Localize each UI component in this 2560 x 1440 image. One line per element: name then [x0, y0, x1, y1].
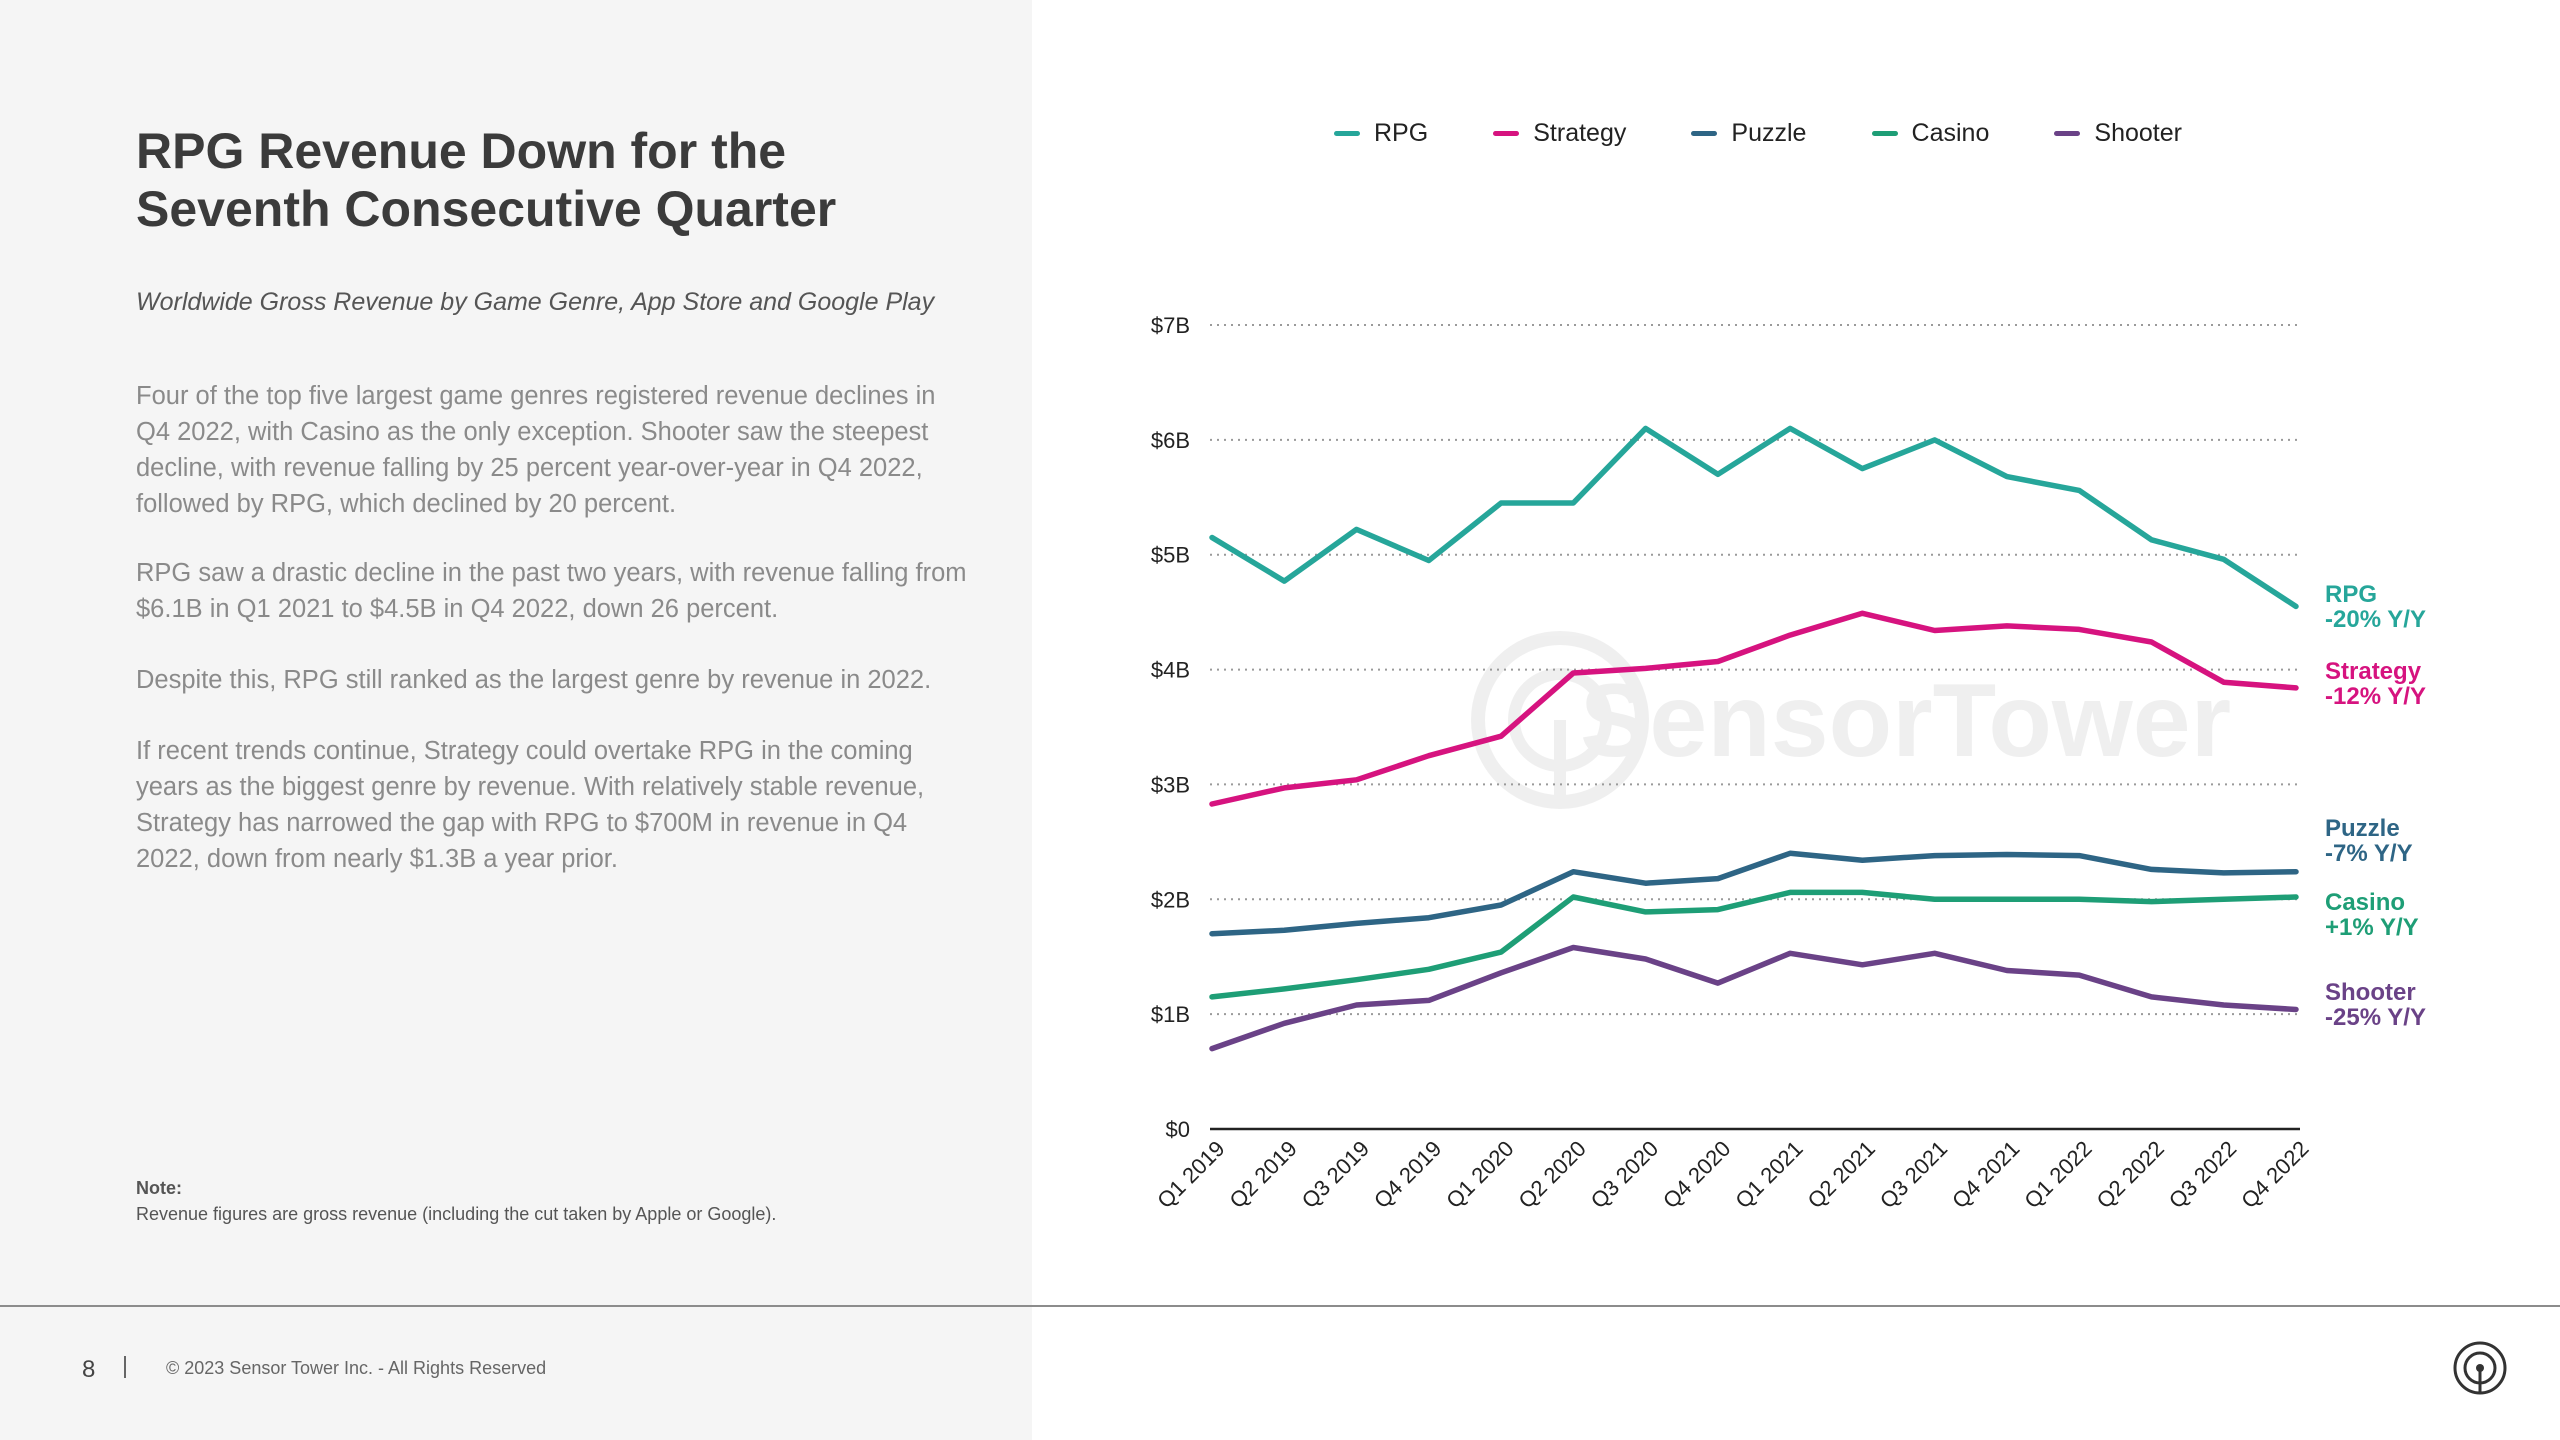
y-tick-label: $3B	[1151, 772, 1190, 797]
x-tick-label: Q1 2022	[2019, 1136, 2096, 1213]
page-number: 8	[82, 1356, 96, 1383]
end-label-puzzle: Puzzle	[2325, 815, 2400, 842]
body-paragraph-3: Despite this, RPG still ranked as the la…	[136, 666, 932, 694]
sensor-tower-logo-icon	[2453, 1341, 2507, 1395]
watermark-text: SensorTower	[1580, 663, 2231, 779]
x-tick-label: Q1 2019	[1152, 1136, 1229, 1213]
legend-item-puzzle: Puzzle	[1691, 119, 1806, 148]
x-tick-label: Q2 2022	[2092, 1136, 2169, 1213]
x-tick-label: Q4 2019	[1369, 1136, 1446, 1213]
end-label-casino: Casino	[2325, 889, 2405, 916]
x-tick-label: Q1 2020	[1441, 1136, 1518, 1213]
y-tick-label: $1B	[1151, 1002, 1190, 1027]
legend-item-rpg: RPG	[1334, 119, 1428, 148]
footer-divider	[0, 1305, 2560, 1307]
series-line-shooter	[1209, 944, 2299, 1052]
x-tick-label: Q2 2019	[1224, 1136, 1301, 1213]
x-tick-label: Q2 2020	[1514, 1136, 1591, 1213]
x-tick-label: Q1 2021	[1730, 1136, 1807, 1213]
end-label-yoy-shooter: -25% Y/Y	[2325, 1004, 2426, 1031]
end-label-strategy: Strategy	[2325, 658, 2422, 685]
body-paragraph-1: Four of the top five largest game genres…	[136, 382, 936, 518]
series-line-casino	[1209, 889, 2299, 1000]
chart-subtitle: Worldwide Gross Revenue by Game Genre, A…	[136, 288, 935, 316]
y-tick-label: $7B	[1151, 313, 1190, 338]
note-text: Revenue figures are gross revenue (inclu…	[136, 1204, 777, 1224]
series-line-strategy	[1209, 610, 2299, 807]
legend-label: Strategy	[1533, 118, 1627, 147]
chart-legend: RPG Strategy Puzzle Casino Shooter	[1268, 112, 2248, 154]
x-tick-label: Q3 2022	[2164, 1136, 2241, 1213]
legend-label: Casino	[1911, 118, 1990, 147]
series-line-rpg	[1209, 425, 2299, 610]
y-tick-label: $2B	[1151, 887, 1190, 912]
end-label-yoy-rpg: -20% Y/Y	[2325, 606, 2426, 633]
y-tick-label: $6B	[1151, 428, 1190, 453]
copyright-text: © 2023 Sensor Tower Inc. - All Rights Re…	[166, 1358, 547, 1378]
end-label-rpg: RPG	[2325, 581, 2377, 608]
end-label-yoy-puzzle: -7% Y/Y	[2325, 840, 2413, 867]
legend-swatch	[1691, 130, 1718, 136]
body-paragraph-2: RPG saw a drastic decline in the past tw…	[136, 559, 967, 623]
legend-item-strategy: Strategy	[1493, 119, 1626, 148]
legend-swatch	[1334, 130, 1360, 136]
end-label-yoy-strategy: -12% Y/Y	[2325, 683, 2426, 710]
x-tick-label: Q3 2021	[1875, 1136, 1952, 1213]
footer-separator	[124, 1356, 126, 1378]
x-tick-label: Q4 2022	[2236, 1136, 2313, 1213]
x-tick-label: Q3 2019	[1297, 1136, 1374, 1213]
x-tick-label: Q4 2020	[1658, 1136, 1735, 1213]
x-tick-label: Q2 2021	[1803, 1136, 1880, 1213]
y-tick-label: $4B	[1151, 658, 1190, 683]
x-tick-label: Q4 2021	[1947, 1136, 2024, 1213]
series-line-puzzle	[1209, 850, 2299, 937]
left-panel	[0, 0, 1032, 1440]
legend-label: Puzzle	[1731, 118, 1807, 147]
legend-swatch	[1493, 130, 1520, 136]
note-label: Note:	[136, 1178, 182, 1198]
legend-swatch	[2054, 130, 2081, 136]
body-paragraph-4: If recent trends continue, Strategy coul…	[136, 737, 925, 873]
legend-label: RPG	[1374, 118, 1429, 147]
legend-item-shooter: Shooter	[2054, 119, 2182, 148]
legend-label: Shooter	[2094, 118, 2182, 147]
legend-swatch	[1871, 130, 1898, 136]
end-label-shooter: Shooter	[2325, 979, 2416, 1006]
end-label-yoy-casino: +1% Y/Y	[2325, 914, 2419, 941]
y-tick-label: $0	[1166, 1117, 1190, 1142]
page-title: RPG Revenue Down for the Seventh Consecu…	[136, 123, 837, 237]
x-tick-label: Q3 2020	[1586, 1136, 1663, 1213]
legend-item-casino: Casino	[1871, 118, 1990, 148]
watermark: SensorTower	[1471, 631, 2231, 809]
y-tick-label: $5B	[1151, 543, 1190, 568]
